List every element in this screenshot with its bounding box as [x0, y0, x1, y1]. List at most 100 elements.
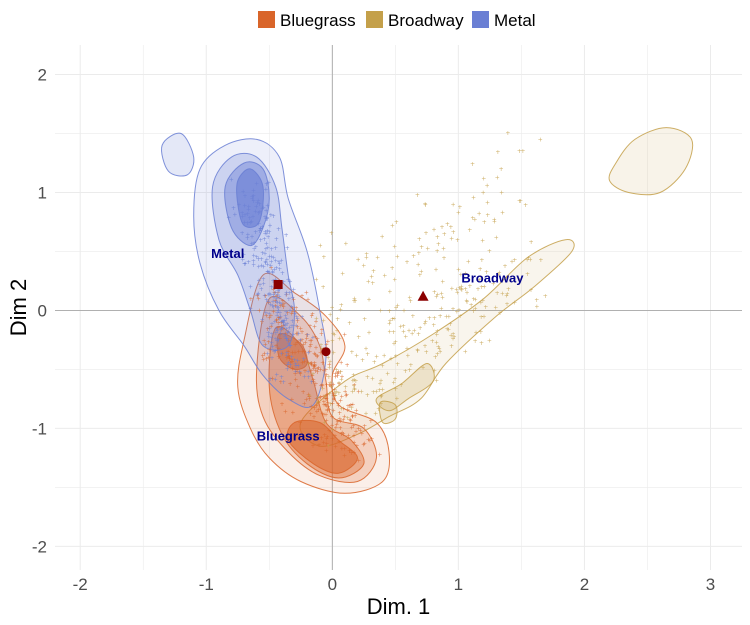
- point-metal: +: [250, 213, 255, 220]
- point-bluegrass: +: [315, 336, 320, 343]
- point-broadway: +: [493, 305, 498, 312]
- point-metal: +: [275, 300, 280, 307]
- point-metal: +: [252, 246, 257, 253]
- density-contour-metal: [161, 132, 195, 177]
- scatter-points: ++++++++++++++++++++++++++++++++++++++++…: [226, 130, 547, 464]
- point-broadway: +: [491, 281, 496, 288]
- point-metal: +: [256, 198, 261, 205]
- point-broadway: +: [352, 387, 357, 394]
- point-broadway: +: [392, 244, 397, 251]
- point-bluegrass: +: [304, 290, 309, 297]
- point-broadway: +: [464, 298, 469, 305]
- point-metal: +: [276, 288, 281, 295]
- point-bluegrass: +: [278, 315, 283, 322]
- point-bluegrass: +: [302, 348, 307, 355]
- point-bluegrass: +: [332, 386, 337, 393]
- point-bluegrass: +: [348, 418, 353, 425]
- y-tick-label: -1: [32, 419, 47, 438]
- point-metal: +: [261, 204, 266, 211]
- point-broadway: +: [330, 338, 335, 345]
- point-bluegrass: +: [266, 354, 271, 361]
- point-bluegrass: +: [356, 389, 361, 396]
- point-metal: +: [266, 334, 271, 341]
- centroid-broadway: [417, 290, 429, 301]
- point-bluegrass: +: [314, 318, 319, 325]
- point-bluegrass: +: [352, 433, 357, 440]
- point-broadway: +: [372, 359, 377, 366]
- point-bluegrass: +: [335, 373, 340, 380]
- point-broadway: +: [380, 387, 385, 394]
- point-bluegrass: +: [259, 319, 264, 326]
- point-bluegrass: +: [294, 305, 299, 312]
- point-broadway: +: [423, 201, 428, 208]
- point-bluegrass: +: [337, 410, 342, 417]
- point-metal: +: [282, 323, 287, 330]
- point-broadway: +: [338, 369, 343, 376]
- point-broadway: +: [534, 297, 539, 304]
- point-broadway: +: [337, 380, 342, 387]
- point-metal: +: [259, 263, 264, 270]
- point-bluegrass: +: [324, 402, 329, 409]
- point-bluegrass: +: [311, 379, 316, 386]
- point-bluegrass: +: [289, 311, 294, 318]
- point-metal: +: [257, 209, 262, 216]
- point-broadway: +: [329, 230, 334, 237]
- point-metal: +: [290, 323, 295, 330]
- point-broadway: +: [333, 393, 338, 400]
- point-broadway: +: [505, 301, 510, 308]
- point-broadway: +: [387, 328, 392, 335]
- point-broadway: +: [525, 256, 530, 263]
- point-bluegrass: +: [342, 332, 347, 339]
- point-metal: +: [302, 374, 307, 381]
- point-broadway: +: [528, 257, 533, 264]
- point-bluegrass: +: [267, 346, 272, 353]
- point-bluegrass: +: [314, 396, 319, 403]
- point-bluegrass: +: [290, 305, 295, 312]
- point-bluegrass: +: [300, 349, 305, 356]
- point-broadway: +: [487, 337, 492, 344]
- point-bluegrass: +: [279, 320, 284, 327]
- point-metal: +: [242, 261, 247, 268]
- point-broadway: +: [321, 318, 326, 325]
- point-broadway: +: [402, 307, 407, 314]
- point-bluegrass: +: [248, 296, 253, 303]
- point-bluegrass: +: [319, 331, 324, 338]
- point-bluegrass: +: [309, 403, 314, 410]
- point-bluegrass: +: [362, 441, 367, 448]
- point-metal: +: [265, 216, 270, 223]
- point-metal: +: [294, 363, 299, 370]
- point-bluegrass: +: [306, 360, 311, 367]
- point-broadway: +: [351, 298, 356, 305]
- point-metal: +: [275, 309, 280, 316]
- group-label-bluegrass: Bluegrass: [257, 429, 320, 444]
- point-bluegrass: +: [336, 369, 341, 376]
- point-metal: +: [265, 215, 270, 222]
- point-metal: +: [285, 245, 290, 252]
- point-bluegrass: +: [317, 395, 322, 402]
- point-metal: +: [264, 181, 269, 188]
- point-metal: +: [240, 230, 245, 237]
- point-broadway: +: [482, 219, 487, 226]
- point-broadway: +: [394, 395, 399, 402]
- point-bluegrass: +: [264, 356, 269, 363]
- point-bluegrass: +: [345, 407, 350, 414]
- point-broadway: +: [328, 401, 333, 408]
- point-broadway: +: [388, 355, 393, 362]
- point-broadway: +: [415, 347, 420, 354]
- point-metal: +: [250, 193, 255, 200]
- point-metal: +: [261, 276, 266, 283]
- point-bluegrass: +: [314, 402, 319, 409]
- point-broadway: +: [314, 316, 319, 323]
- point-broadway: +: [473, 297, 478, 304]
- point-broadway: +: [458, 286, 463, 293]
- point-broadway: +: [328, 380, 333, 387]
- point-metal: +: [249, 240, 254, 247]
- point-broadway: +: [504, 275, 509, 282]
- point-broadway: +: [445, 221, 450, 228]
- point-bluegrass: +: [298, 326, 303, 333]
- point-metal: +: [245, 220, 250, 227]
- point-metal: +: [256, 264, 261, 271]
- point-bluegrass: +: [337, 381, 342, 388]
- point-bluegrass: +: [320, 410, 325, 417]
- point-bluegrass: +: [311, 443, 316, 450]
